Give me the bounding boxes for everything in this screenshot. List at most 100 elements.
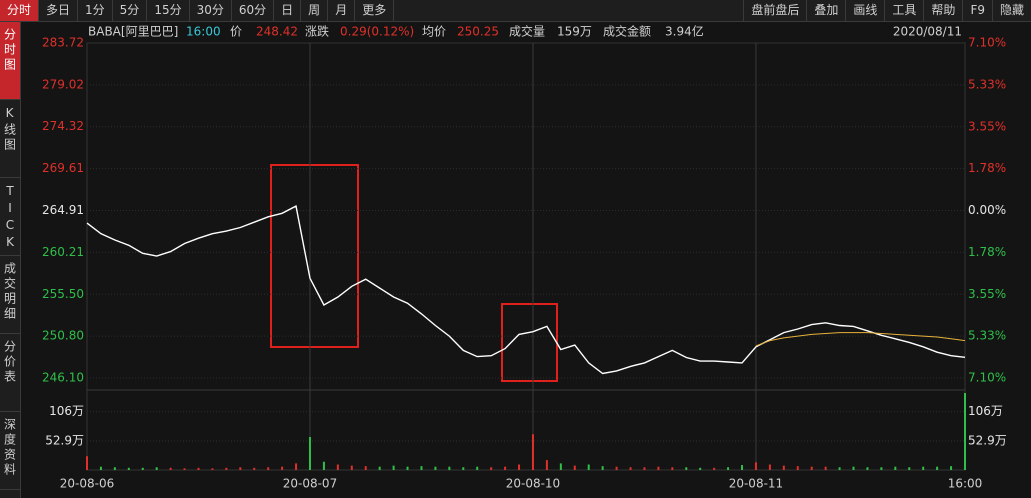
- volume-label: 成交量: [509, 24, 545, 39]
- volume-bar: [685, 467, 688, 470]
- volume-bar: [406, 466, 409, 470]
- y-tick-label: 246.10: [42, 371, 84, 385]
- volume-bar: [462, 467, 465, 470]
- toolbar-button[interactable]: 隐藏: [991, 0, 1031, 21]
- toolbar-button[interactable]: 1分: [78, 0, 113, 21]
- volume-bar: [894, 466, 897, 470]
- change: 0.29(0.12%): [340, 25, 414, 39]
- y2-tick-label: 3.55%: [968, 119, 1006, 133]
- side-tab[interactable]: 分时图: [0, 22, 20, 100]
- toolbar-button[interactable]: 周: [301, 0, 329, 21]
- toolbar-button[interactable]: 工具: [884, 0, 923, 21]
- side-tab[interactable]: 深度资料: [0, 412, 20, 490]
- highlight-box: [270, 164, 359, 348]
- date: 2020/08/11: [893, 25, 962, 39]
- volume-bar: [476, 466, 479, 470]
- info-bar: BABA[阿里巴巴] 16:00 价 248.42 涨跌 0.29(0.12%)…: [88, 24, 962, 39]
- side-tabs: 分时图 K线图 TICK 成交明细 分价表 深度资料: [0, 22, 21, 498]
- toolbar-button[interactable]: F9: [962, 0, 992, 21]
- y2-tick-label: 5.33%: [968, 77, 1006, 91]
- y-tick-label: 106万: [968, 404, 1003, 418]
- volume-bar: [573, 465, 576, 470]
- toolbar-button[interactable]: 60分: [232, 0, 275, 21]
- volume-bar: [490, 467, 493, 470]
- amount-label: 成交金额: [603, 24, 651, 39]
- volume-bar: [559, 463, 562, 470]
- volume-bar: [615, 466, 618, 470]
- change-label: 涨跌: [305, 24, 329, 39]
- y2-tick-label: 5.33%: [968, 329, 1006, 343]
- y2-tick-label: 1.78%: [968, 245, 1006, 259]
- volume-bar: [211, 468, 214, 470]
- toolbar-button[interactable]: 更多: [355, 0, 395, 21]
- y-tick-label: 250.80: [42, 329, 84, 343]
- volume-bar: [657, 466, 660, 470]
- volume-bar: [936, 466, 939, 470]
- volume-bar: [601, 466, 604, 470]
- plot-frame: [86, 42, 966, 471]
- volume-bar: [267, 467, 270, 470]
- volume-bar: [727, 467, 730, 470]
- volume-bar: [671, 467, 674, 470]
- toolbar-right: 盘前盘后 叠加 画线 工具 帮助 F9 隐藏: [743, 0, 1031, 21]
- x-tick-label: 20-08-10: [506, 477, 560, 491]
- price-label: 价: [230, 25, 242, 39]
- volume-bar: [364, 466, 367, 470]
- toolbar-button[interactable]: 分时: [0, 0, 40, 21]
- volume-bar: [295, 463, 298, 470]
- volume-bar: [113, 467, 116, 470]
- toolbar-button[interactable]: 盘前盘后: [743, 0, 806, 21]
- volume-bar: [253, 467, 256, 470]
- price-line: [86, 205, 966, 375]
- volume-bar: [197, 467, 200, 470]
- y2-tick-label: 3.55%: [968, 287, 1006, 301]
- volume-bar: [950, 466, 953, 470]
- y-tick-label: 283.72: [42, 36, 84, 50]
- volume-bar: [754, 462, 757, 470]
- side-tab[interactable]: 分价表: [0, 334, 20, 412]
- x-tick-label: 16:00: [948, 477, 983, 491]
- volume-bar: [545, 460, 548, 470]
- volume-bar: [782, 465, 785, 470]
- toolbar-button[interactable]: 30分: [190, 0, 232, 21]
- toolbar-button[interactable]: 叠加: [806, 0, 845, 21]
- symbol: BABA[阿里巴巴]: [88, 25, 178, 39]
- volume-bar: [86, 456, 88, 470]
- volume-bar: [350, 465, 353, 470]
- volume-bar: [964, 392, 966, 470]
- toolbar-button[interactable]: 15分: [147, 0, 190, 21]
- volume-bar: [531, 434, 534, 470]
- toolbar-button[interactable]: 多日: [39, 0, 79, 21]
- avg-price-line: [755, 332, 966, 347]
- volume-bar: [643, 467, 646, 470]
- y-tick-label: 260.21: [42, 245, 84, 259]
- toolbar-button[interactable]: 5分: [113, 0, 148, 21]
- time: 16:00: [186, 25, 221, 39]
- price: 248.42: [256, 25, 298, 39]
- y-tick-label: 255.50: [42, 287, 84, 301]
- side-tab[interactable]: TICK: [0, 178, 20, 256]
- volume-bar: [587, 464, 590, 470]
- toolbar-button[interactable]: 帮助: [923, 0, 962, 21]
- volume-bar: [518, 464, 521, 470]
- y2-tick-label: 0.00%: [968, 203, 1006, 217]
- toolbar-button[interactable]: 画线: [845, 0, 884, 21]
- y-tick-label: 264.91: [42, 203, 84, 217]
- volume: 159万: [557, 25, 592, 39]
- volume-bar: [796, 466, 799, 470]
- y-tick-label: 279.02: [42, 77, 84, 91]
- volume-bar: [239, 467, 242, 470]
- y-tick-label: 274.32: [42, 119, 84, 133]
- toolbar: 分时 多日 1分 5分 15分 30分 60分日周月更多 盘前盘后 叠加 画线 工具 帮助 F9 隐藏: [0, 0, 1031, 22]
- volume-bar: [880, 467, 883, 470]
- side-tab[interactable]: K线图: [0, 100, 20, 178]
- avg: 250.25: [457, 25, 499, 39]
- y2-tick-label: 7.10%: [968, 36, 1006, 50]
- toolbar-button[interactable]: 月: [328, 0, 356, 21]
- toolbar-left: 分时 多日 1分 5分 15分 30分 60分日周月更多: [0, 0, 395, 21]
- side-tab[interactable]: 成交明细: [0, 256, 20, 334]
- y-tick-label: 52.9万: [968, 433, 1007, 447]
- volume-bar: [768, 464, 771, 470]
- toolbar-button[interactable]: 日: [274, 0, 302, 21]
